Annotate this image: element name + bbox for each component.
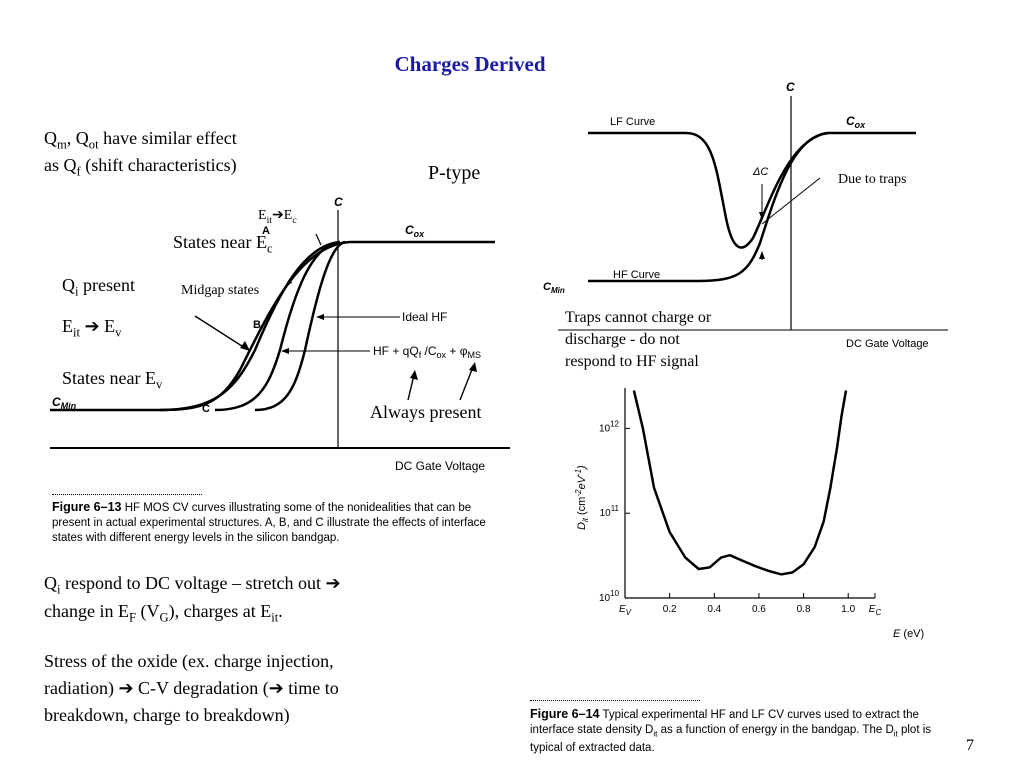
fig14-lf-curve [588,131,916,249]
due-to-traps-label: Due to traps [838,172,907,187]
dit-x-tick-label: 0.6 [752,604,766,615]
fig14-lf-label: LF Curve [610,116,655,128]
fig14-caption: Figure 6–14 Typical experimental HF and … [530,707,932,755]
fig13-xlabel: DC Gate Voltage [395,459,485,473]
fig13-curve-b [159,240,341,412]
dit-x-tick-label: EC [869,604,882,617]
stress-line-1: Stress of the oxide (ex. charge injectio… [44,651,334,671]
midgap-states-label: Midgap states [181,283,260,298]
fig13-label-a: A [262,225,270,237]
dit-y-tick-label: 1010 [599,589,620,604]
states-near-ev-label: States near Ev [62,368,163,392]
always-present-label: Always present [370,402,482,422]
ptype-label: P-type [428,162,481,184]
fig13-c-axis-label: C [334,195,343,209]
stress-line-3: breakdown, charge to breakdown) [44,705,290,725]
qi-respond-line-1: Qi respond to DC voltage – stretch out ➔ [44,573,341,597]
intro-line-2: as Qf (shift characteristics) [44,155,237,179]
dit-x-tick-label: 0.2 [663,604,677,615]
traps-line-2: discharge - do not [565,331,680,348]
fig13-cv-plot: C CMin Cox A B C Ideal HF HF + qQf /Cox … [50,195,510,473]
dit-series-line [632,390,848,576]
states-near-ec-label: States near Ec [173,232,273,256]
dit-x-tick-label: 1.0 [841,604,855,615]
qi-respond-line-2: change in EF (VG), charges at Eit. [44,601,283,625]
traps-line-3: respond to HF signal [565,353,699,370]
fig14-cox-label: Cox [846,114,866,130]
dit-chart: EV 0.2 0.4 0.6 0.8 1.0 EC 1010 1011 1012 Dit (cm-… [574,388,924,640]
fig13-caption-rule [52,494,202,495]
eit-ec-label: Eit➔Ec [258,208,297,226]
dit-x-tick-label: 0.8 [797,604,811,615]
fig13-curve-c [50,240,495,412]
traps-line-1: Traps cannot charge or [565,309,712,326]
fig13-curve-ideal [214,240,341,412]
dit-x-tick-label: EV [619,604,632,617]
fig14-hf-curve [588,131,829,283]
slide-title: Charges Derived [394,52,546,76]
dit-x-tick-label: 0.4 [707,604,721,615]
fig13-label-c: C [202,403,210,415]
dit-y-tick-label: 1012 [599,419,620,434]
fig14-xlabel: DC Gate Voltage [846,338,929,350]
fig14-hf-label: HF Curve [613,269,660,281]
fig13-caption: Figure 6–13 HF MOS CV curves illustratin… [52,500,486,544]
stress-line-2: radiation) ➔ C-V degradation (➔ time to [44,678,339,698]
eit-ev-label: Eit ➔ Ev [62,316,122,340]
fig13-label-b: B [253,319,261,331]
fig13-cox-label: Cox [405,223,425,239]
fig13-hf-shift-label: HF + qQf /Cox + φMS [373,344,481,360]
dit-xlabel: E (eV) [893,628,924,640]
intro-line-1: Qm, Qot have similar effect [44,128,237,152]
qi-present-label: Qi present [62,275,135,299]
fig13-ideal-hf-label: Ideal HF [402,310,447,324]
fig14-caption-rule [530,700,700,701]
fig14-c-axis-label: C [786,80,795,94]
dit-ylabel: Dit (cm-2eV-1) [574,465,590,530]
fig14-cv-plot: C LF Curve HF Curve Cox CMin ΔC DC Gate … [543,80,948,350]
fig14-cmin-label: CMin [543,281,565,295]
page-number: 7 [966,737,974,754]
fig13-curve-shifted [254,240,346,412]
dit-y-tick-label: 1011 [600,504,620,519]
fig14-delta-c-label: ΔC [752,166,768,178]
fig13-cmin-label: CMin [52,395,77,411]
